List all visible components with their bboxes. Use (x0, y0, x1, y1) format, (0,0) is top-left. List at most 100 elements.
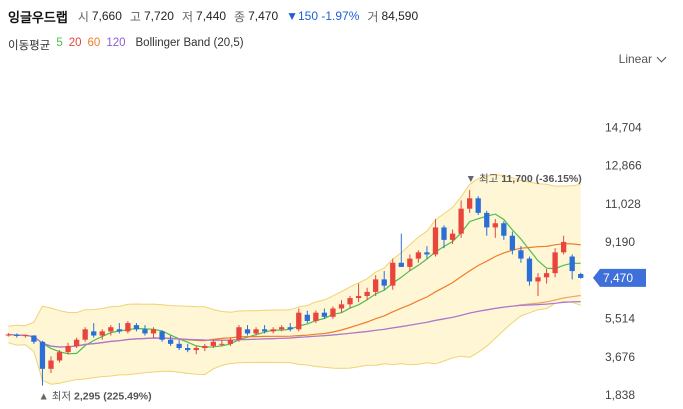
quote-header: 잉글우드랩 시 7,660 고 7,720 저 7,440 종 7,470 ▼1… (8, 6, 426, 26)
candle (560, 235, 567, 255)
candle-body (560, 241, 567, 253)
open-value: 7,660 (91, 9, 122, 23)
volume-value: 84,590 (381, 9, 419, 23)
candle-body (5, 334, 11, 336)
y-tick-label: 5,514 (605, 312, 635, 326)
candle-body (210, 341, 216, 346)
candle (569, 254, 575, 280)
candle-body (381, 279, 387, 286)
candle (227, 337, 234, 346)
candle (552, 248, 558, 278)
candle-body (355, 296, 362, 299)
candle-body (458, 208, 464, 234)
candle (73, 337, 80, 349)
stock-name[interactable]: 잉글우드랩 (8, 9, 68, 25)
candle-body (484, 212, 490, 228)
candle-body (236, 327, 242, 340)
candle (475, 196, 481, 215)
ma20-legend: 20 (68, 37, 82, 49)
bollinger-band-fill (8, 174, 581, 385)
candle-body (202, 345, 208, 349)
ma120-legend: 120 (106, 37, 126, 49)
candle-body (287, 327, 293, 330)
candle (373, 275, 379, 297)
candle (304, 310, 310, 324)
candle-body (304, 314, 310, 321)
scale-selector[interactable]: Linear (619, 52, 667, 66)
candle-body (338, 304, 345, 309)
candle-body (398, 262, 404, 267)
candle-body (219, 343, 225, 345)
close-label: 종 (234, 9, 246, 24)
candle-body (116, 329, 122, 332)
candle (5, 333, 11, 337)
candle-body (99, 331, 105, 336)
candle (509, 231, 516, 255)
candle (313, 310, 319, 324)
candle (390, 258, 396, 290)
y-tick-label: 1,838 (605, 388, 635, 402)
candle-body (65, 345, 71, 353)
candle-body (509, 235, 516, 251)
candle-body (227, 339, 234, 344)
candle (526, 256, 533, 286)
candle (398, 233, 404, 267)
candle (441, 225, 447, 249)
candle (535, 273, 541, 297)
ma-label[interactable]: 이동평균 (8, 40, 51, 52)
max-label: 최고 (479, 173, 501, 185)
candle (518, 246, 524, 263)
candle (125, 320, 131, 334)
candle-body (364, 291, 370, 297)
candle-body (253, 329, 259, 334)
candle (14, 333, 20, 338)
high-value: 7,720 (143, 9, 174, 23)
low-label: 저 (181, 9, 194, 24)
y-tick-label: 11,028 (605, 197, 641, 211)
max-marker-icon: ▼ (466, 173, 479, 185)
bollinger-upper-line (8, 174, 581, 327)
candle (364, 287, 370, 301)
candle-body (193, 348, 199, 351)
candle-body (133, 325, 140, 330)
y-tick-label: 9,190 (605, 235, 635, 249)
candle (99, 329, 105, 340)
max-annotation: ▼ 최고 11,700 (-36.15%) (466, 173, 582, 185)
candle-body (501, 223, 507, 236)
candle (543, 268, 550, 284)
bollinger-label[interactable]: Bollinger Band (20,5) (135, 37, 244, 49)
min-value: 2,295 (225.49%) (74, 391, 152, 403)
candle (432, 219, 439, 257)
candle-body (48, 360, 54, 369)
candle-body (270, 329, 276, 332)
candle (219, 339, 225, 346)
y-tick-label: 14,704 (605, 121, 642, 135)
candle-body (518, 250, 524, 259)
candle-body (296, 312, 302, 330)
close-value: 7,470 (248, 9, 279, 23)
low-value: 7,440 (196, 9, 227, 23)
candle (202, 343, 208, 352)
candle (82, 327, 88, 342)
candle (65, 342, 71, 355)
candle-body (159, 331, 165, 340)
candle-body (125, 323, 131, 332)
candle-body (31, 335, 37, 342)
current-price-tag (593, 268, 646, 287)
candle-body (535, 277, 541, 282)
candle (330, 306, 336, 319)
candle (108, 325, 114, 336)
candle (381, 271, 387, 290)
candle (270, 327, 276, 334)
candle-body (244, 329, 251, 334)
candle-body (424, 252, 430, 255)
candle-body (82, 329, 88, 340)
candle (91, 323, 97, 338)
candle-body (526, 258, 533, 282)
candle-body (467, 198, 473, 209)
ma120-line (8, 301, 581, 348)
candle (31, 335, 37, 344)
candle-body (279, 327, 285, 330)
y-tick-label: 3,676 (605, 350, 635, 364)
